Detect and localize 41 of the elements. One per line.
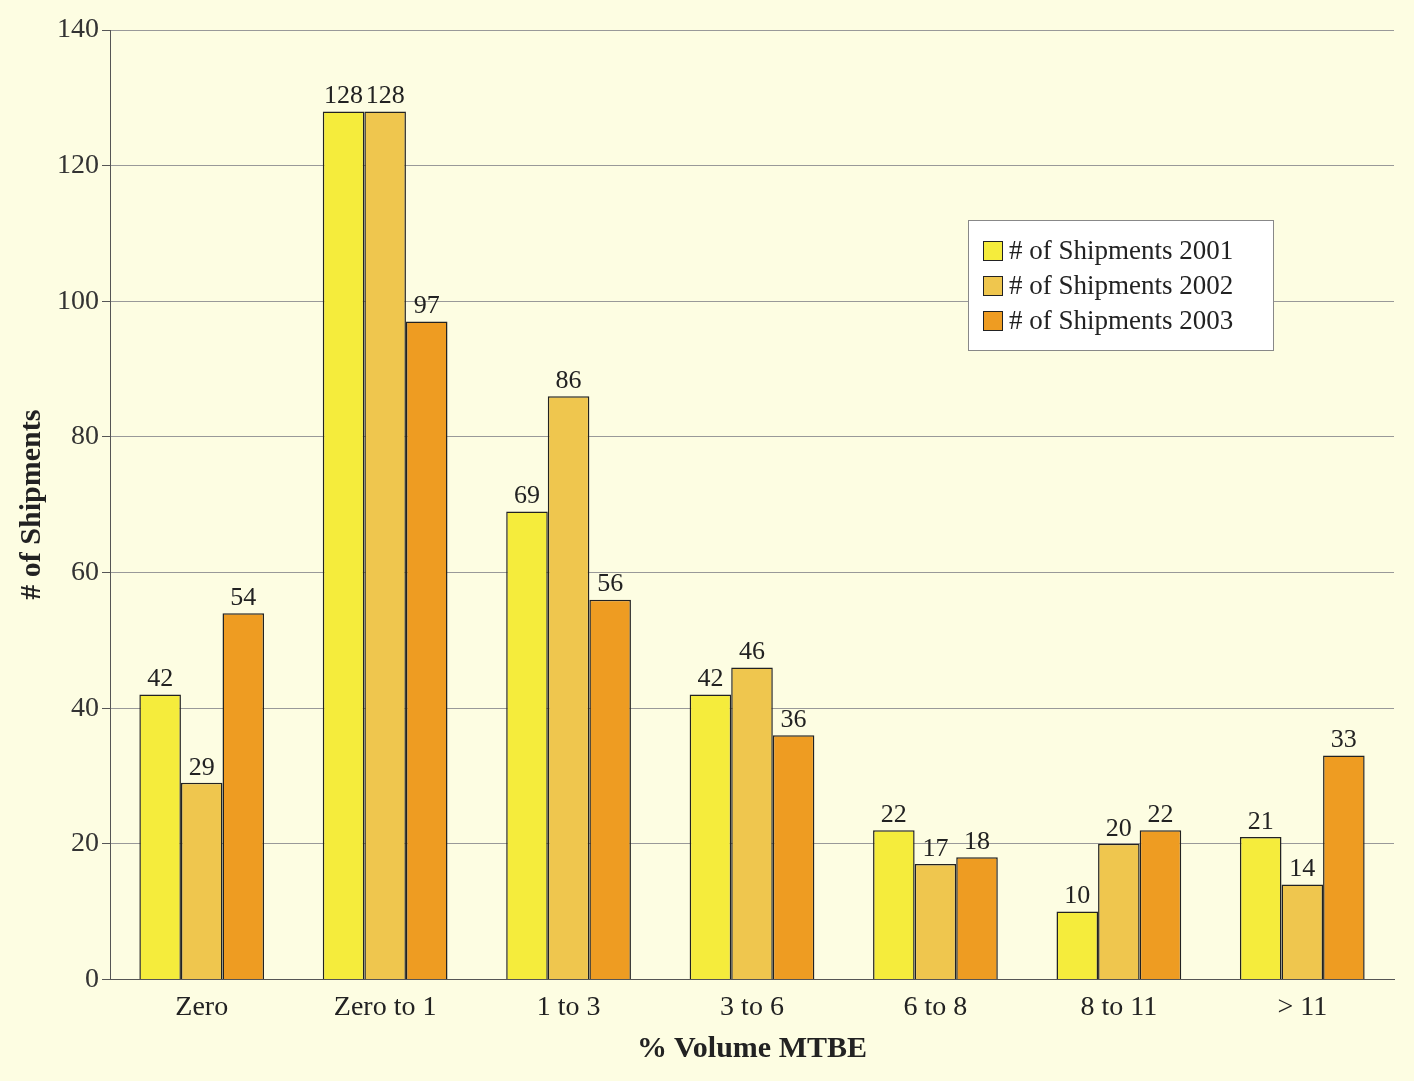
data-label: 22 (1147, 799, 1174, 829)
x-axis-title: % Volume MTBE (636, 1029, 868, 1063)
data-label: 22 (880, 799, 907, 829)
y-tick-label: 80 (71, 419, 99, 451)
data-label: 33 (1330, 724, 1357, 754)
data-label: 42 (147, 663, 174, 693)
y-tick-label: 140 (57, 12, 99, 44)
data-label: 10 (1064, 880, 1091, 910)
x-tick-label: 3 to 6 (720, 989, 784, 1021)
legend-label: # of Shipments 2003 (1009, 305, 1234, 336)
y-tick-label: 120 (57, 147, 99, 179)
x-tick-label: > 11 (1277, 989, 1328, 1021)
x-tick-label: 6 to 8 (903, 989, 968, 1021)
x-tick-label: 8 to 11 (1080, 989, 1158, 1021)
y-tick-label: 40 (71, 690, 99, 722)
y-tick-label: 100 (57, 283, 99, 315)
legend-label: # of Shipments 2002 (1009, 270, 1234, 301)
data-label: 29 (188, 751, 215, 781)
data-label: 128 (365, 80, 405, 110)
data-label: 17 (922, 832, 949, 862)
data-label: 14 (1289, 853, 1316, 883)
data-label: 97 (413, 290, 440, 320)
data-label: 54 (230, 582, 257, 612)
data-label: 69 (513, 480, 540, 510)
data-label: 42 (697, 663, 724, 693)
y-tick-label: 20 (71, 826, 99, 858)
x-tick-label: Zero to 1 (333, 989, 437, 1021)
y-axis-title: # of Shipments (12, 409, 46, 600)
data-label: 86 (555, 365, 582, 395)
y-tick-label: 60 (71, 554, 99, 586)
data-label: 56 (597, 568, 624, 598)
legend-label: # of Shipments 2001 (1009, 235, 1234, 266)
y-tick-label: 0 (85, 961, 99, 993)
data-label: 36 (780, 704, 807, 734)
x-tick-label: Zero (175, 989, 229, 1021)
data-label: 128 (324, 80, 364, 110)
x-tick-label: 1 to 3 (536, 989, 601, 1021)
data-label: 46 (739, 636, 765, 666)
data-label: 18 (964, 826, 991, 856)
data-label: 20 (1105, 812, 1132, 842)
data-label: 21 (1247, 805, 1274, 835)
